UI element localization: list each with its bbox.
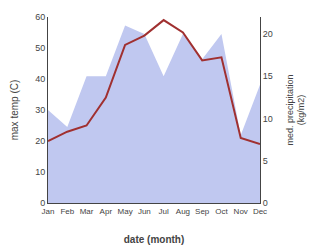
- svg-text:Jan: Jan: [42, 207, 55, 216]
- svg-text:Apr: Apr: [100, 207, 113, 216]
- svg-text:30: 30: [35, 105, 45, 115]
- svg-text:Dec: Dec: [253, 207, 267, 216]
- svg-text:5: 5: [263, 156, 268, 166]
- svg-text:Jun: Jun: [138, 207, 151, 216]
- svg-text:10: 10: [35, 167, 45, 177]
- svg-text:10: 10: [263, 114, 273, 124]
- svg-text:May: May: [118, 207, 133, 216]
- svg-text:60: 60: [35, 12, 45, 22]
- svg-text:20: 20: [263, 29, 273, 39]
- svg-text:0: 0: [263, 198, 268, 208]
- svg-text:40: 40: [35, 74, 45, 84]
- svg-text:Aug: Aug: [176, 207, 190, 216]
- svg-text:Oct: Oct: [215, 207, 228, 216]
- svg-text:Jul: Jul: [159, 207, 169, 216]
- svg-text:med. precipitation(kg/m2): med. precipitation(kg/m2): [285, 74, 307, 145]
- svg-text:max temp (C): max temp (C): [9, 80, 20, 141]
- svg-text:15: 15: [263, 71, 273, 81]
- svg-text:Sep: Sep: [195, 207, 210, 216]
- svg-text:20: 20: [35, 136, 45, 146]
- svg-text:50: 50: [35, 43, 45, 53]
- svg-text:Nov: Nov: [234, 207, 248, 216]
- svg-text:Feb: Feb: [60, 207, 74, 216]
- svg-text:0: 0: [40, 198, 45, 208]
- svg-text:date (month): date (month): [124, 234, 185, 245]
- svg-text:Mar: Mar: [80, 207, 94, 216]
